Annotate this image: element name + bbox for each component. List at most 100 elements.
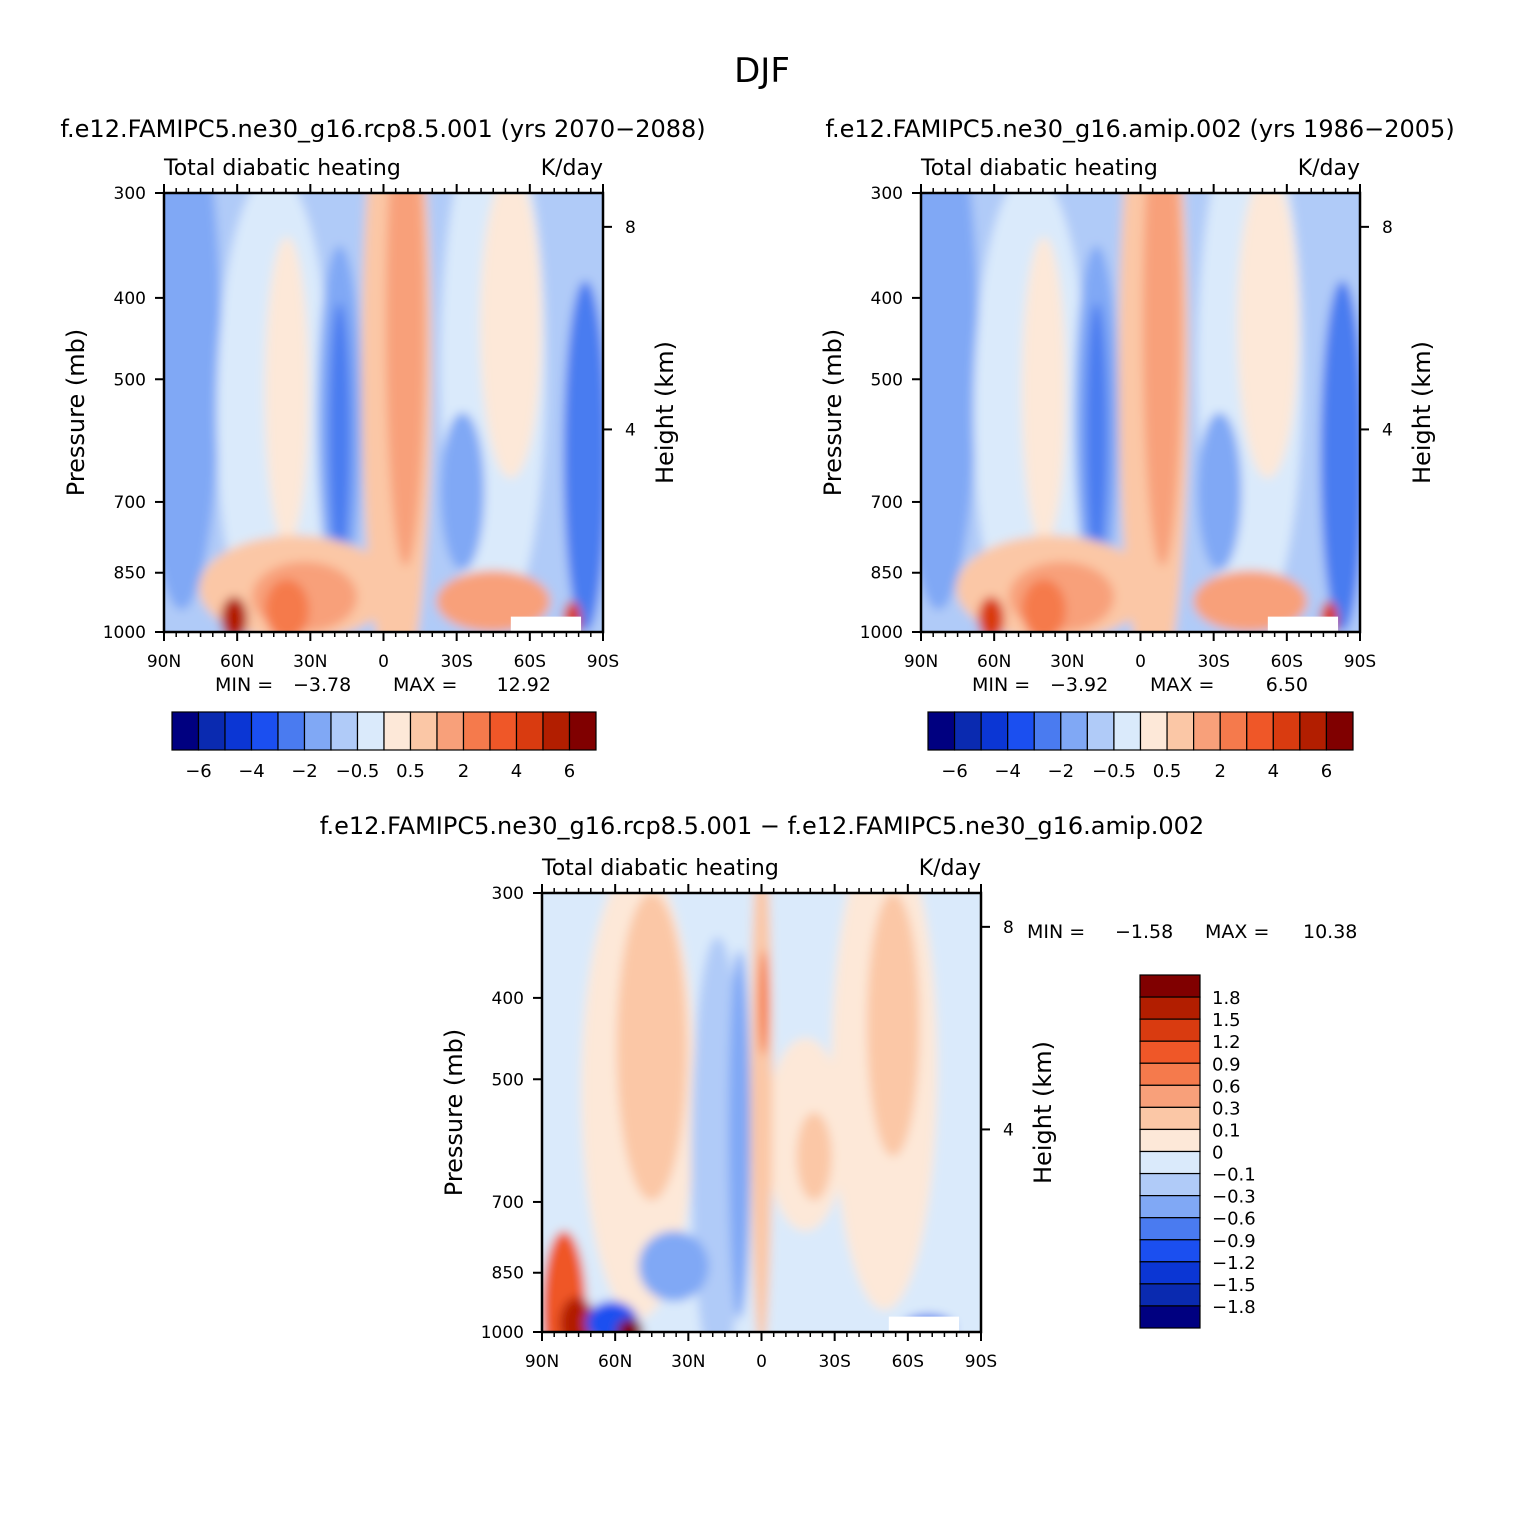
y-tick-label: 1000 bbox=[103, 623, 146, 643]
colorbar-cell bbox=[1060, 711, 1088, 751]
colorbar-cell bbox=[250, 711, 279, 751]
colorbar-cell bbox=[515, 711, 544, 751]
x-tick-label: 60S bbox=[1271, 652, 1303, 672]
colorbar-label: −1.8 bbox=[1212, 1297, 1256, 1318]
x-tick-label: 60N bbox=[977, 652, 1011, 672]
variable-label: Total diabatic heating bbox=[541, 856, 779, 881]
y2-tick-label: 8 bbox=[1382, 218, 1393, 238]
y-tick-label: 700 bbox=[492, 1193, 524, 1213]
contour-region bbox=[436, 570, 551, 632]
x-tick-label: 60N bbox=[220, 652, 254, 672]
colorbar-cell bbox=[1139, 1084, 1201, 1108]
y-tick-label: 500 bbox=[114, 370, 146, 390]
contour-region bbox=[978, 596, 1005, 632]
colorbar-cell bbox=[197, 711, 226, 751]
panel-title: f.e12.FAMIPC5.ne30_g16.rcp8.5.001 − f.e1… bbox=[320, 812, 1204, 840]
y2-axis-title: Height (km) bbox=[1408, 341, 1436, 484]
y-tick-label: 300 bbox=[871, 184, 903, 204]
colorbar-cell bbox=[1033, 711, 1062, 751]
colorbar-label: 2 bbox=[458, 761, 469, 782]
x-tick-label: 90S bbox=[587, 652, 619, 672]
colorbar-cell bbox=[330, 711, 359, 751]
colorbar-label: 0.5 bbox=[1153, 761, 1182, 782]
colorbar-label: −4 bbox=[238, 761, 265, 782]
contour-region bbox=[1237, 193, 1299, 479]
contour-region bbox=[1320, 280, 1360, 632]
y2-axis-title: Height (km) bbox=[651, 341, 679, 484]
contour-field bbox=[921, 193, 1360, 632]
colorbar-cell bbox=[980, 711, 1009, 751]
colorbar-label: −2 bbox=[291, 761, 318, 782]
units-label: K/day bbox=[1298, 156, 1360, 181]
colorbar-cell bbox=[1139, 1106, 1201, 1131]
colorbar-cell bbox=[303, 711, 332, 751]
colorbar-label: −2 bbox=[1048, 761, 1075, 782]
colorbar-label: 1.2 bbox=[1212, 1032, 1241, 1053]
x-tick-label: 30N bbox=[293, 652, 327, 672]
colorbar-cell bbox=[1193, 711, 1221, 751]
y-tick-label: 300 bbox=[114, 184, 146, 204]
panel-title: f.e12.FAMIPC5.ne30_g16.rcp8.5.001 (yrs 2… bbox=[60, 115, 705, 143]
stat-min-value: −3.92 bbox=[1050, 674, 1108, 696]
x-tick-label: 30N bbox=[1050, 652, 1084, 672]
contour-fill-group bbox=[921, 193, 1360, 632]
y2-tick-label: 8 bbox=[1003, 918, 1014, 938]
panel-diff: f.e12.FAMIPC5.ne30_g16.rcp8.5.001 − f.e1… bbox=[320, 812, 1358, 1372]
colorbar-cell bbox=[568, 711, 597, 751]
colorbar-label: 2 bbox=[1214, 761, 1225, 782]
y-axis-title: Pressure (mb) bbox=[62, 329, 90, 496]
y2-tick-label: 4 bbox=[1003, 1120, 1014, 1140]
contour-region bbox=[866, 893, 920, 1157]
y-tick-label: 1000 bbox=[860, 623, 903, 643]
x-tick-label: 90N bbox=[904, 652, 938, 672]
colorbar-label: −0.9 bbox=[1212, 1231, 1256, 1252]
stat-min-label: MIN = bbox=[1027, 921, 1085, 943]
contour-region bbox=[264, 236, 309, 545]
contour-region bbox=[1197, 412, 1242, 571]
variable-label: Total diabatic heating bbox=[920, 156, 1158, 181]
colorbar-label: −0.6 bbox=[1212, 1209, 1256, 1230]
contour-region bbox=[796, 1112, 832, 1201]
stat-min-label: MIN = bbox=[972, 674, 1030, 696]
x-tick-label: 0 bbox=[756, 1352, 767, 1372]
colorbar-cell bbox=[383, 711, 412, 751]
contour-region bbox=[164, 193, 222, 610]
surface-mask bbox=[1267, 616, 1339, 632]
x-tick-label: 90S bbox=[965, 1352, 997, 1372]
contour-region bbox=[480, 193, 542, 479]
stat-max-label: MAX = bbox=[1150, 674, 1214, 696]
contour-region bbox=[728, 950, 751, 1319]
colorbar-cell bbox=[1139, 1150, 1201, 1175]
contour-region bbox=[1142, 193, 1183, 567]
surface-mask bbox=[510, 616, 582, 632]
x-tick-label: 30S bbox=[440, 652, 472, 672]
figure-title: DJF bbox=[734, 51, 790, 91]
colorbar-cell bbox=[1139, 1128, 1201, 1153]
colorbar-label: 6 bbox=[1321, 761, 1332, 782]
colorbar-cell bbox=[356, 711, 385, 751]
colorbar-label: −1.2 bbox=[1212, 1253, 1256, 1274]
x-tick-label: 30S bbox=[1197, 652, 1229, 672]
y2-tick-label: 4 bbox=[625, 420, 636, 440]
colorbar-label: 1.8 bbox=[1212, 988, 1241, 1009]
x-tick-label: 60S bbox=[514, 652, 546, 672]
x-tick-label: 30N bbox=[671, 1352, 705, 1372]
stat-min-label: MIN = bbox=[215, 674, 273, 696]
units-label: K/day bbox=[919, 856, 981, 881]
panel-rcp85: f.e12.FAMIPC5.ne30_g16.rcp8.5.001 (yrs 2… bbox=[60, 115, 705, 782]
y2-tick-label: 4 bbox=[1382, 420, 1393, 440]
colorbar-label: −6 bbox=[941, 761, 968, 782]
y-tick-label: 300 bbox=[492, 884, 524, 904]
colorbar-label: 4 bbox=[511, 761, 522, 782]
contour-region bbox=[264, 579, 309, 632]
colorbar-cell bbox=[1139, 996, 1201, 1020]
stat-min-value: −3.78 bbox=[293, 674, 351, 696]
colorbar-cell bbox=[1139, 1062, 1201, 1086]
contour-field bbox=[164, 193, 603, 632]
colorbar-cell bbox=[489, 711, 518, 751]
colorbar-cell bbox=[171, 711, 200, 751]
contour-region bbox=[385, 193, 426, 567]
contour-region bbox=[1193, 570, 1308, 632]
colorbar-label: 6 bbox=[564, 761, 575, 782]
